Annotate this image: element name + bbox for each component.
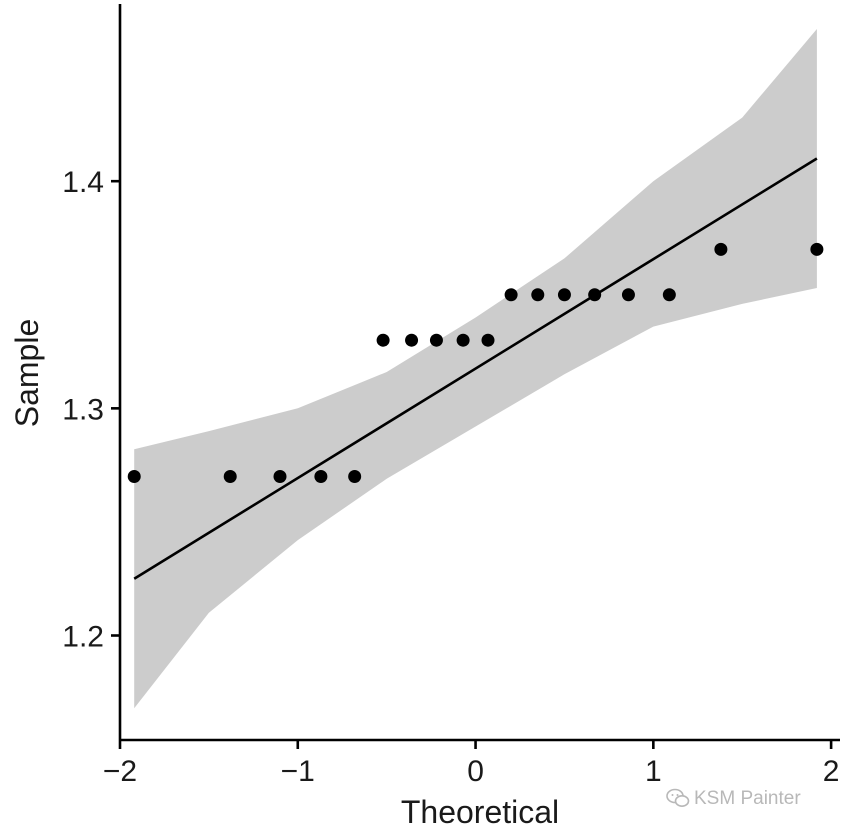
data-point [557, 288, 571, 302]
y-tick-label: 1.2 [62, 621, 104, 654]
data-point [405, 333, 419, 347]
y-axis: 1.2 1.3 1.4 [62, 4, 122, 740]
data-point [810, 242, 824, 256]
y-tick-label: 1.4 [62, 166, 104, 199]
data-point [456, 333, 470, 347]
x-axis: −2 −1 0 1 2 [103, 738, 840, 788]
y-axis-title: Sample [9, 319, 45, 428]
x-tick-label: −1 [281, 755, 315, 788]
x-tick-label: 1 [645, 755, 662, 788]
data-point [376, 333, 390, 347]
data-point [273, 469, 287, 483]
x-tick-label: 0 [467, 755, 484, 788]
data-point [504, 288, 518, 302]
data-point [481, 333, 495, 347]
x-axis-title: Theoretical [401, 794, 559, 830]
data-point [621, 288, 635, 302]
x-tick-label: 2 [823, 755, 840, 788]
data-point [588, 288, 602, 302]
reference-line [133, 157, 818, 580]
data-points [127, 242, 824, 483]
data-point [314, 469, 328, 483]
data-point [714, 242, 728, 256]
data-point [348, 469, 362, 483]
data-point [662, 288, 676, 302]
y-tick-label: 1.3 [62, 393, 104, 426]
watermark-text: KSM Painter [694, 788, 801, 809]
data-point [127, 469, 141, 483]
data-point [223, 469, 237, 483]
reference-line-group [133, 157, 818, 580]
watermark: KSM Painter [666, 788, 801, 809]
x-tick-label: −2 [103, 755, 137, 788]
data-point [531, 288, 545, 302]
wechat-icon [666, 788, 690, 807]
data-point [429, 333, 443, 347]
